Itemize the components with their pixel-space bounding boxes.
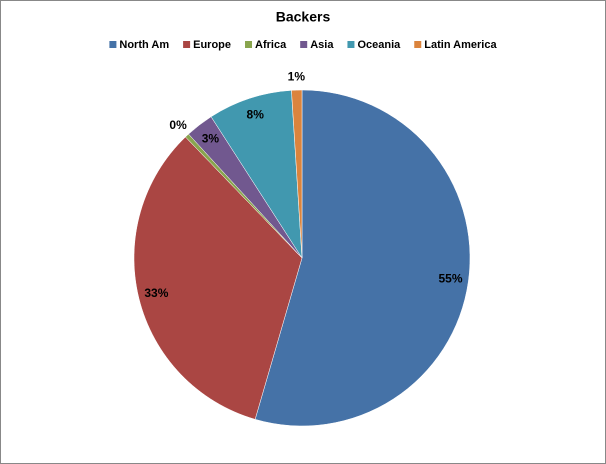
- legend-item: Europe: [183, 39, 231, 51]
- chart-title: Backers: [276, 9, 331, 25]
- legend-item: Africa: [245, 39, 287, 51]
- pie: 55% 33% 0% 3% 8% 1%: [133, 69, 471, 427]
- data-label: 0%: [169, 118, 187, 132]
- data-label: 8%: [247, 108, 265, 122]
- legend-label: Asia: [310, 39, 334, 51]
- legend-swatch: [109, 41, 117, 48]
- legend-swatch: [245, 41, 253, 48]
- legend-swatch: [414, 41, 422, 48]
- legend-label: North Am: [119, 39, 169, 51]
- legend-swatch: [347, 41, 355, 48]
- pie-slice: [291, 89, 303, 259]
- legend-label: Europe: [193, 39, 231, 51]
- legend-label: Latin America: [424, 39, 497, 51]
- legend-item: Latin America: [414, 39, 497, 51]
- legend-label: Africa: [255, 39, 287, 51]
- legend-item: Oceania: [347, 39, 401, 51]
- data-label: 3%: [202, 131, 220, 145]
- legend-swatch: [300, 41, 308, 48]
- pie-slice: [133, 136, 303, 420]
- legend-item: North Am: [109, 39, 169, 51]
- legend-swatch: [183, 41, 191, 48]
- data-label: 33%: [144, 286, 168, 300]
- legend-label: Oceania: [357, 39, 401, 51]
- data-label: 1%: [288, 69, 306, 83]
- legend-item: Asia: [300, 39, 334, 51]
- data-label: 55%: [438, 271, 462, 285]
- legend: North Am Europe Africa Asia Oceania Latin Ame…: [109, 39, 497, 51]
- pie-slice: [254, 89, 471, 427]
